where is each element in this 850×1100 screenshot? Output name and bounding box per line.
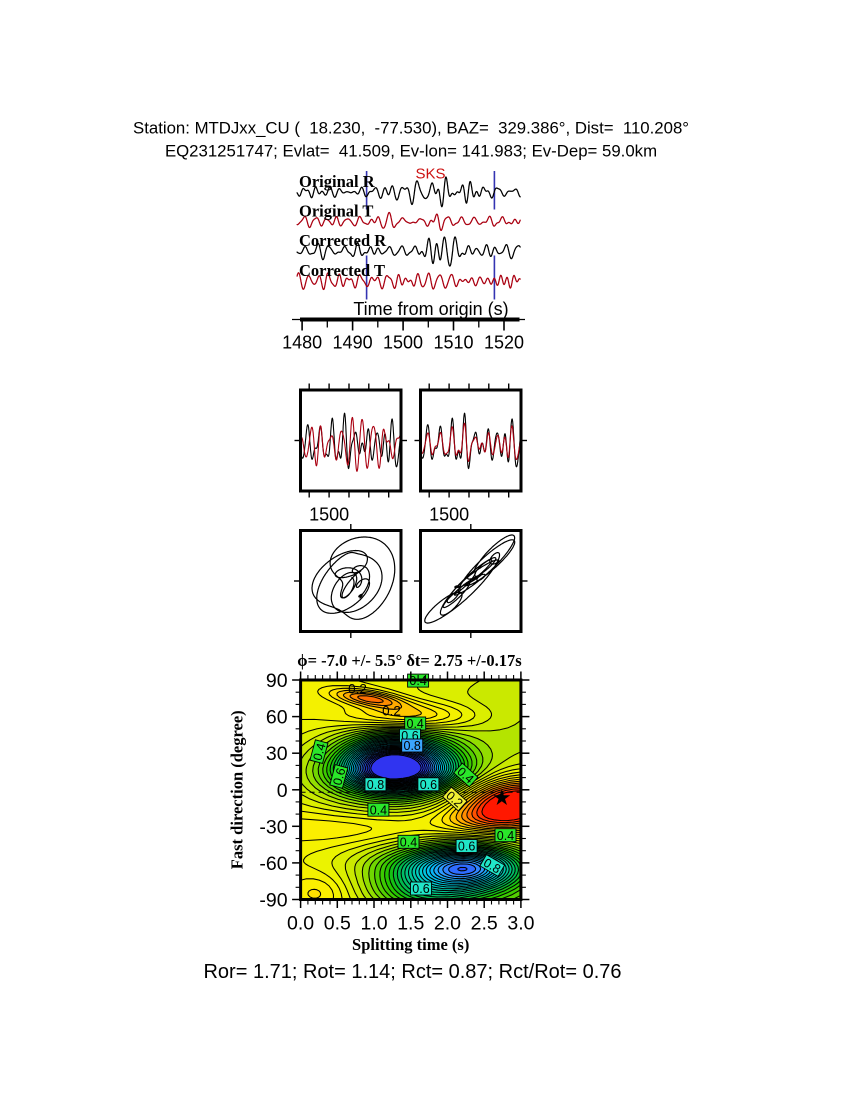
- svg-text:2.0: 2.0: [434, 913, 461, 935]
- svg-text:1.5: 1.5: [397, 913, 424, 935]
- svg-text:Corrected R: Corrected R: [299, 231, 387, 250]
- svg-text:1510: 1510: [434, 333, 474, 353]
- svg-text:0.2: 0.2: [382, 704, 401, 719]
- svg-text:Time from origin (s): Time from origin (s): [353, 299, 508, 319]
- svg-text:EQ231251747; Evlat= 41.509, E: EQ231251747; Evlat= 41.509, Ev-lon= 141.…: [165, 141, 657, 160]
- svg-text:60: 60: [266, 707, 288, 729]
- svg-text:Ror= 1.71; Rot= 1.14; Rct= 0.8: Ror= 1.71; Rot= 1.14; Rct= 0.87; Rct/Rot…: [203, 961, 621, 983]
- svg-text:0.4: 0.4: [311, 742, 329, 762]
- svg-text:1520: 1520: [484, 333, 524, 353]
- svg-text:-90: -90: [259, 890, 287, 912]
- svg-text:ϕ= -7.0 +/- 5.5° δt= 2.75 +/-0: ϕ= -7.0 +/- 5.5° δt= 2.75 +/-0.17s: [297, 651, 522, 670]
- svg-text:0.6: 0.6: [330, 766, 348, 786]
- svg-text:0.4: 0.4: [370, 803, 387, 817]
- svg-text:-60: -60: [259, 853, 287, 875]
- svg-text:1500: 1500: [309, 505, 349, 525]
- svg-text:0: 0: [277, 780, 288, 802]
- svg-text:0.4: 0.4: [400, 835, 417, 849]
- svg-text:Original R: Original R: [299, 172, 376, 191]
- svg-text:0.4: 0.4: [407, 717, 424, 731]
- svg-text:0.6: 0.6: [458, 840, 475, 854]
- svg-text:0.6: 0.6: [420, 778, 437, 792]
- svg-text:1500: 1500: [429, 505, 469, 525]
- svg-text:0.5: 0.5: [324, 913, 351, 935]
- svg-text:1480: 1480: [282, 333, 322, 353]
- svg-text:1500: 1500: [383, 333, 423, 353]
- svg-text:SKS: SKS: [415, 166, 445, 183]
- svg-text:0.6: 0.6: [412, 882, 429, 896]
- svg-text:Corrected T: Corrected T: [299, 261, 385, 280]
- svg-text:2.5: 2.5: [471, 913, 498, 935]
- svg-text:30: 30: [266, 743, 288, 765]
- svg-text:1490: 1490: [333, 333, 373, 353]
- svg-text:0.8: 0.8: [404, 739, 421, 753]
- svg-text:Station: MTDJxx_CU ( 18.230,: Station: MTDJxx_CU ( 18.230, -77.530), B…: [133, 119, 689, 138]
- svg-text:Splitting time (s): Splitting time (s): [352, 935, 469, 954]
- svg-text:0.8: 0.8: [367, 778, 384, 792]
- svg-text:-30: -30: [259, 816, 287, 838]
- svg-text:Original T: Original T: [299, 202, 373, 221]
- svg-text:1.0: 1.0: [360, 913, 387, 935]
- svg-text:0.4: 0.4: [497, 829, 514, 843]
- svg-text:3.0: 3.0: [507, 913, 534, 935]
- svg-text:Fast direction (degree): Fast direction (degree): [228, 710, 247, 869]
- svg-text:0.2: 0.2: [348, 681, 367, 696]
- svg-text:90: 90: [266, 670, 288, 692]
- svg-text:0.0: 0.0: [287, 913, 314, 935]
